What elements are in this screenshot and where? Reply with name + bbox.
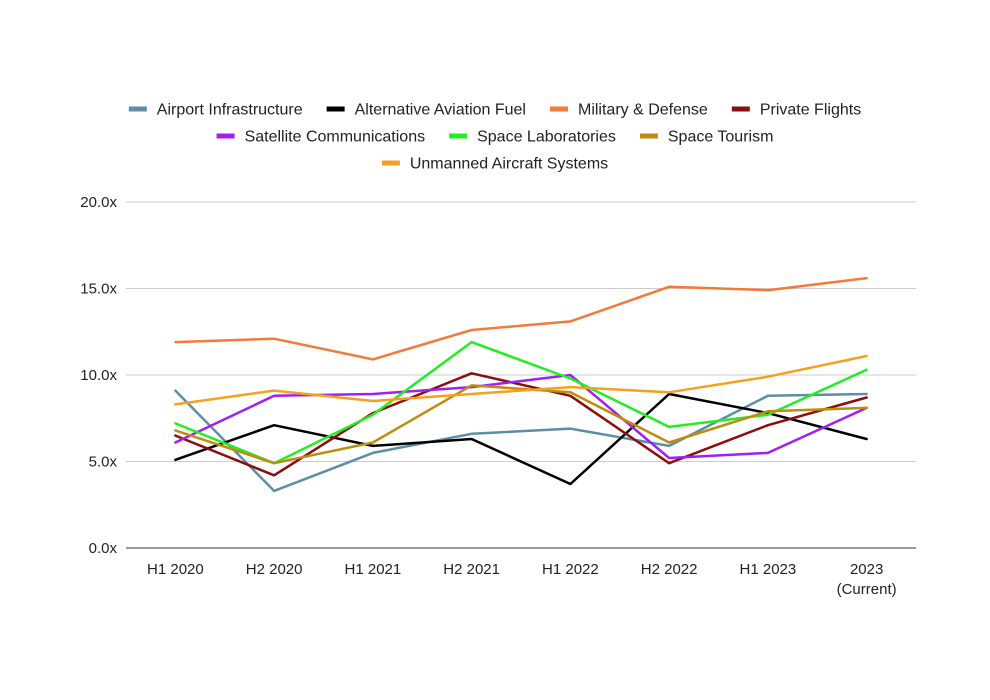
legend-label: Space Laboratories [477,129,616,146]
legend-swatch [449,133,468,139]
x-tick-label-line: H1 2022 [542,561,599,578]
legend-swatch [549,106,568,112]
legend-label: Airport Infrastructure [157,102,303,119]
y-axis: 0.0x 5.0x 10.0x 15.0x 20.0x [80,194,117,557]
series-line [174,389,868,493]
x-tick-label: 2023 (Current) [837,561,897,598]
legend-swatch [128,106,147,112]
legend-item[interactable]: Space Laboratories [449,129,616,146]
legend-label: Private Flights [760,102,861,119]
series-line [174,392,868,486]
series-line [174,373,868,460]
x-tick-label: H2 2021 [443,561,500,578]
y-tick-label: 0.0x [89,540,118,557]
legend-swatch [639,133,658,139]
x-tick-label: H1 2020 [147,561,204,578]
legend-label: Alternative Aviation Fuel [355,102,526,119]
x-tick-label-line: H2 2022 [641,561,698,578]
x-tick-label-line: (Current) [837,581,897,598]
series-line [174,276,868,361]
series-line [174,340,868,465]
legend-swatch [731,106,750,112]
legend-item[interactable]: Alternative Aviation Fuel [326,102,526,119]
legend-swatch [381,160,400,166]
y-tick-label: 10.0x [80,367,117,384]
legend-swatch [216,133,235,139]
legend-item[interactable]: Unmanned Aircraft Systems [381,156,608,173]
legend-item[interactable]: Military & Defense [549,102,708,119]
legend-swatch [326,106,345,112]
chart-gridlines [126,201,916,462]
x-tick-label-line: H1 2023 [740,561,797,578]
legend-item[interactable]: Space Tourism [639,129,774,146]
x-axis: H1 2020 H2 2020 H1 2021 H2 2021 H1 2022 H2 20… [126,547,916,598]
y-tick-label: 20.0x [80,194,117,211]
x-tick-label: H1 2022 [542,561,599,578]
series-line [174,372,868,477]
legend-item[interactable]: Airport Infrastructure [128,102,303,119]
legend-label: Unmanned Aircraft Systems [410,156,608,173]
legend-label: Satellite Communications [245,129,426,146]
plot-area [174,276,868,493]
x-tick-label-line: H2 2020 [246,561,303,578]
x-tick-label-line: 2023 [850,561,883,578]
legend-label: Military & Defense [578,102,708,119]
y-tick-label: 5.0x [89,454,118,471]
series-line [174,354,868,406]
x-tick-label-line: H1 2020 [147,561,204,578]
x-tick-label: H1 2021 [345,561,402,578]
x-tick-label-line: H1 2021 [345,561,402,578]
y-tick-label: 15.0x [80,281,117,298]
x-tick-label: H1 2023 [740,561,797,578]
x-tick-label: H2 2020 [246,561,303,578]
x-tick-label: H2 2022 [641,561,698,578]
legend-item[interactable]: Private Flights [731,102,861,119]
chart-legend: Airport Infrastructure Alternative Aviati… [128,102,861,173]
legend-item[interactable]: Satellite Communications [216,129,426,146]
x-tick-label-line: H2 2021 [443,561,500,578]
series-line [174,384,868,465]
legend-label: Space Tourism [668,129,774,146]
